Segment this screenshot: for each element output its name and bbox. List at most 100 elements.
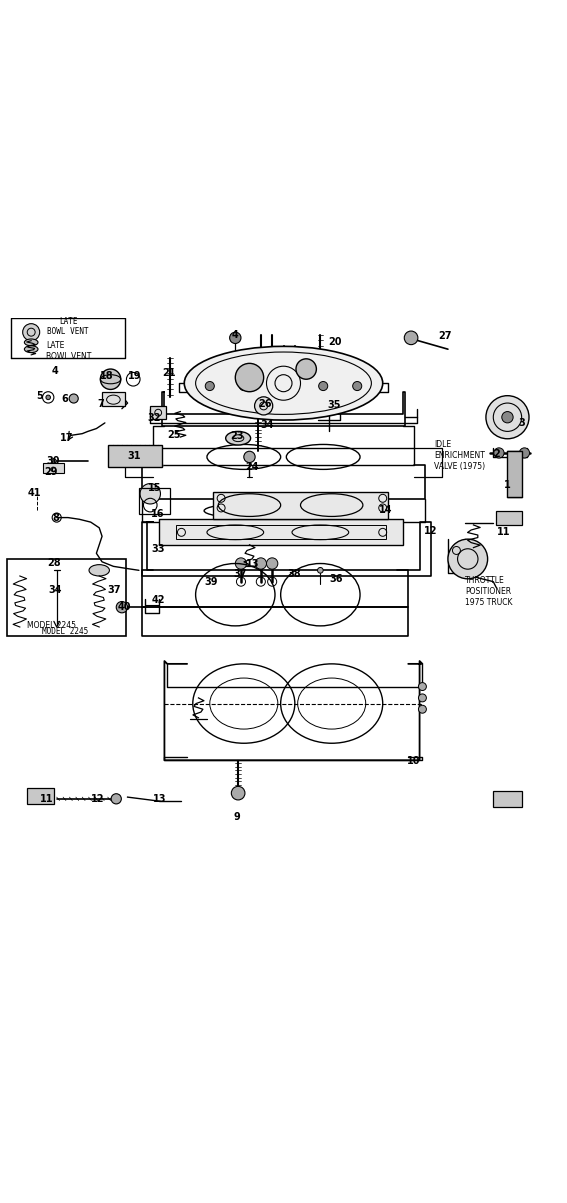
Text: 31: 31 [128, 451, 141, 461]
Circle shape [255, 397, 273, 415]
Text: 34: 34 [48, 585, 62, 595]
Bar [108, 445, 162, 467]
Text: 29: 29 [44, 467, 58, 478]
Text: 34: 34 [261, 420, 274, 429]
Circle shape [502, 411, 513, 423]
Circle shape [448, 539, 488, 579]
Text: LATE
BOWL VENT: LATE BOWL VENT [46, 340, 92, 361]
Bar [496, 511, 522, 525]
Text: 23: 23 [230, 431, 244, 442]
Circle shape [353, 381, 362, 391]
Circle shape [266, 558, 278, 569]
Ellipse shape [235, 363, 264, 392]
Circle shape [116, 602, 128, 612]
Text: 11: 11 [40, 794, 53, 804]
Text: MODEL 2245: MODEL 2245 [27, 622, 76, 630]
Text: 24: 24 [246, 462, 259, 472]
Text: 4: 4 [52, 366, 58, 377]
Text: 1: 1 [504, 480, 511, 491]
Text: 25: 25 [167, 431, 181, 440]
Bar [150, 407, 166, 419]
Circle shape [230, 332, 241, 344]
Circle shape [255, 558, 266, 569]
Text: 13: 13 [246, 558, 259, 569]
Text: LATE
BOWL VENT: LATE BOWL VENT [47, 316, 89, 336]
Circle shape [319, 381, 328, 391]
Circle shape [100, 369, 121, 390]
Text: MODEL 2245: MODEL 2245 [42, 627, 88, 636]
Text: THROTTLE
POSITIONER
1975 TRUCK: THROTTLE POSITIONER 1975 TRUCK [465, 576, 513, 608]
Text: 41: 41 [27, 487, 41, 498]
Text: 18: 18 [100, 372, 113, 381]
Ellipse shape [296, 358, 316, 379]
Text: 42: 42 [152, 594, 166, 605]
Text: 27: 27 [438, 331, 452, 342]
Circle shape [52, 458, 56, 463]
Text: 21: 21 [162, 368, 176, 378]
Text: 12: 12 [424, 526, 438, 537]
Text: 19: 19 [128, 371, 141, 381]
Circle shape [418, 694, 426, 701]
Circle shape [111, 794, 121, 804]
Text: 20: 20 [328, 337, 341, 346]
Circle shape [404, 331, 418, 344]
Text: 35: 35 [328, 399, 341, 410]
Bar [507, 451, 522, 497]
Text: 10: 10 [407, 757, 421, 766]
Circle shape [418, 682, 426, 691]
Text: 30: 30 [46, 456, 60, 466]
Circle shape [418, 705, 426, 713]
Text: 12: 12 [91, 794, 104, 804]
Text: 4: 4 [232, 330, 239, 340]
Text: 26: 26 [258, 399, 272, 409]
Ellipse shape [24, 339, 38, 345]
Bar [176, 525, 386, 539]
Circle shape [318, 568, 323, 573]
Text: 40: 40 [118, 603, 132, 612]
Text: 36: 36 [329, 574, 342, 583]
Text: 11: 11 [497, 527, 511, 537]
Circle shape [235, 558, 247, 569]
Circle shape [69, 393, 78, 403]
Bar [213, 492, 388, 520]
Circle shape [239, 381, 248, 391]
Circle shape [140, 484, 160, 504]
Ellipse shape [89, 564, 109, 576]
Text: 15: 15 [148, 484, 162, 493]
Text: 38: 38 [287, 569, 301, 580]
Circle shape [244, 451, 255, 463]
Text: 32: 32 [147, 414, 161, 423]
Circle shape [494, 448, 504, 458]
Text: 6: 6 [62, 395, 69, 404]
Circle shape [486, 396, 529, 439]
Text: 3: 3 [518, 417, 525, 428]
Bar [159, 520, 403, 545]
Ellipse shape [226, 432, 251, 445]
Text: 37: 37 [233, 569, 247, 580]
Text: 8: 8 [52, 512, 59, 522]
Text: 39: 39 [205, 577, 218, 587]
Text: 13: 13 [153, 794, 167, 804]
Bar [493, 792, 522, 807]
Bar [7, 559, 126, 635]
Bar [43, 463, 64, 473]
Bar [139, 488, 170, 514]
Text: 37: 37 [108, 585, 121, 595]
Circle shape [231, 787, 245, 800]
Text: 7: 7 [97, 399, 104, 409]
Circle shape [205, 381, 214, 391]
Circle shape [23, 324, 40, 340]
Text: 2: 2 [493, 449, 500, 460]
Text: 17: 17 [60, 433, 74, 443]
Circle shape [519, 448, 530, 458]
Bar [102, 392, 125, 407]
Text: IDLE
ENRICHMENT
VALVE (1975): IDLE ENRICHMENT VALVE (1975) [434, 440, 485, 472]
Text: 5: 5 [36, 391, 43, 402]
Bar [27, 788, 54, 804]
Text: 28: 28 [48, 558, 61, 568]
Ellipse shape [24, 345, 38, 352]
Text: 9: 9 [234, 812, 240, 822]
Circle shape [46, 395, 50, 399]
Text: 33: 33 [151, 544, 164, 555]
Ellipse shape [184, 346, 383, 420]
